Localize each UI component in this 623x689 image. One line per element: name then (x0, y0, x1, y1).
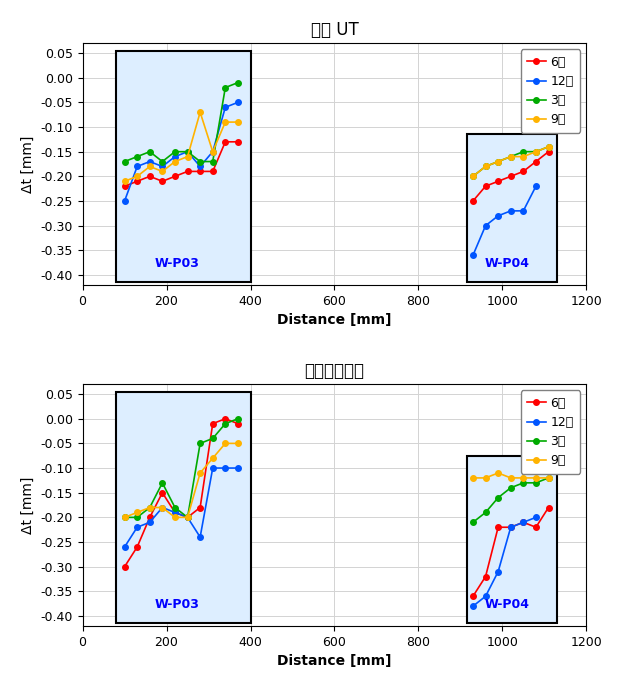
X-axis label: Distance [mm]: Distance [mm] (277, 313, 392, 327)
Title: 마이크로미터: 마이크로미터 (305, 362, 364, 380)
Text: W-P04: W-P04 (485, 598, 530, 611)
Bar (467, 455, 557, 624)
Bar (467, 134, 557, 282)
X-axis label: Distance [mm]: Distance [mm] (277, 654, 392, 668)
Title: 상온 UT: 상온 UT (311, 21, 358, 39)
Text: W-P04: W-P04 (485, 257, 530, 270)
Y-axis label: Δt [mm]: Δt [mm] (21, 476, 35, 534)
Bar (117, 50, 250, 282)
Text: W-P03: W-P03 (155, 257, 199, 270)
Text: W-P03: W-P03 (155, 598, 199, 611)
Y-axis label: Δt [mm]: Δt [mm] (21, 135, 35, 193)
Legend: 6시, 12시, 3시, 9시: 6시, 12시, 3시, 9시 (521, 391, 580, 474)
Bar (117, 391, 250, 624)
Legend: 6시, 12시, 3시, 9시: 6시, 12시, 3시, 9시 (521, 50, 580, 133)
